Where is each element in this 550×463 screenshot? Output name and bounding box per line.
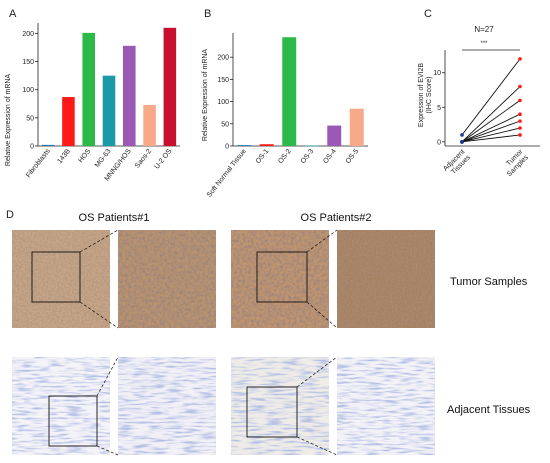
- chart-c-title: N=27: [474, 25, 494, 34]
- zoom-connector: [79, 229, 119, 253]
- zoom-box: [48, 395, 98, 447]
- chart-b-plot: 0 50 100 150 200 Soft Normal Tissue OS-1 OS-2 OS…: [206, 33, 368, 199]
- chart-b-bar: [237, 145, 252, 146]
- zoom-connector: [296, 356, 338, 388]
- zoom-box: [256, 251, 308, 303]
- zoom-connector: [296, 436, 338, 456]
- chart-c-plot: 0 5 10 AdjacentTissues TumorSamples: [433, 49, 540, 178]
- chart-c-point-tumor: [518, 133, 522, 137]
- chart-c-x-tick-label: TumorSamples: [500, 148, 530, 178]
- chart-c-pair-line: [461, 100, 521, 143]
- chart-a-x-tick-label: U-2 OS: [154, 148, 174, 171]
- paired-line-chart-ihc: 0 5 10 AdjacentTissues TumorSamples N=27 ***…: [418, 25, 540, 178]
- chart-a-bar: [102, 75, 116, 146]
- chart-a-ylabel: Relative Expression of mRNA: [5, 74, 12, 167]
- chart-a-bar: [122, 45, 136, 146]
- chart-c-pair-line: [461, 134, 521, 143]
- bar-chart-patient-tissues: 0 50 100 150 200 Soft Normal Tissue OS-1 OS-2 OS…: [202, 33, 368, 199]
- zoom-connector: [96, 445, 119, 456]
- chart-c-point-tumor: [518, 126, 522, 130]
- chart-b-ylabel: Relative Expression of mRNA: [202, 49, 209, 142]
- chart-b-bar: [327, 125, 342, 146]
- chart-b-bar: [304, 145, 319, 147]
- chart-a-bar: [163, 27, 177, 147]
- d-row-label-adjacent: Adjacent Tissues: [447, 404, 531, 416]
- zoom-connector: [79, 301, 119, 329]
- chart-a-bar: [62, 97, 75, 146]
- micrograph-p1-adjacent-zoom: [118, 357, 216, 455]
- panel-label-b: B: [204, 8, 211, 20]
- chart-c-point-adjacent: [460, 140, 464, 144]
- chart-c-x-tick-label: AdjacentTissues: [442, 148, 472, 178]
- chart-c-ylabel-line-2: (IHC Score): [426, 77, 433, 114]
- chart-b-y-tick-label: 100: [217, 99, 229, 106]
- micrograph-p1-tumor-zoom: [118, 230, 216, 328]
- micrograph-p1-adjacent-overview: [12, 357, 110, 455]
- chart-b-x-tick-label: Soft Normal Tissue: [206, 148, 248, 199]
- d-title-patient-2: OS Patients#2: [301, 212, 372, 224]
- chart-c-point-tumor: [518, 84, 522, 89]
- chart-c-point-adjacent: [460, 133, 464, 137]
- zoom-connector: [96, 356, 119, 397]
- chart-b-y-tick-label: 200: [217, 55, 229, 62]
- micrograph-p2-tumor-overview: [231, 230, 329, 328]
- chart-c-pair-line: [461, 86, 521, 143]
- chart-c-pair-line: [461, 113, 521, 143]
- chart-a-y-tick-label: 200: [22, 31, 34, 38]
- chart-a-x-tick-label: 143B: [56, 148, 72, 165]
- zoom-connector: [306, 301, 338, 329]
- chart-b-y-tick-label: 0: [225, 144, 229, 151]
- ihc-micrograph-panel: OS Patients#1 OS Patients#2 Tumor Sample…: [12, 212, 531, 456]
- d-row-label-tumor: Tumor Samples: [450, 276, 528, 288]
- panel-label-a: A: [9, 8, 17, 20]
- chart-b-y-tick-label: 50: [221, 121, 229, 128]
- chart-b-bar: [259, 144, 274, 146]
- chart-c-point-tumor: [518, 57, 522, 61]
- chart-c-y-tick-label: 5: [437, 105, 441, 112]
- chart-a-y-tick-label: 50: [26, 115, 34, 122]
- chart-a-x-tick-label: Fibroblasts: [25, 148, 52, 180]
- chart-b-bar: [349, 108, 364, 146]
- chart-c-y-tick-label: 0: [437, 139, 441, 146]
- chart-b-bar: [282, 37, 297, 146]
- chart-b-y-tick-label: 150: [217, 77, 229, 84]
- micrograph-p2-adjacent-overview: [231, 357, 329, 455]
- chart-a-y-tick-label: 150: [22, 59, 34, 66]
- chart-a-y-tick-label: 0: [30, 144, 34, 151]
- chart-c-pair-line: [461, 127, 521, 143]
- chart-c-pair-line: [461, 58, 521, 136]
- d-title-patient-1: OS Patients#1: [79, 212, 150, 224]
- chart-b-x-tick-label: OS-5: [345, 148, 361, 165]
- chart-c-y-tick-label: 10: [433, 70, 441, 77]
- chart-c-point-tumor: [518, 98, 522, 103]
- chart-c-point-tumor: [518, 119, 522, 123]
- chart-a-y-tick-label: 100: [22, 87, 34, 94]
- panel-label-d: D: [6, 209, 14, 221]
- panel-label-c: C: [424, 8, 432, 20]
- chart-b-x-tick-label: OS-1: [255, 148, 271, 165]
- chart-a-bar: [41, 144, 55, 146]
- chart-c-point-tumor: [518, 112, 522, 117]
- zoom-box: [31, 251, 81, 303]
- chart-b-x-tick-label: OS-2: [277, 148, 293, 165]
- chart-a-x-tick-label: MG-63: [94, 148, 113, 169]
- chart-c-significance: ***: [480, 41, 488, 47]
- chart-a-bar: [143, 104, 156, 146]
- chart-c-pair-line: [461, 120, 521, 143]
- micrograph-p2-adjacent-zoom: [337, 357, 435, 455]
- chart-a-x-tick-label: Saos-2: [134, 148, 153, 170]
- chart-a-bar: [82, 32, 96, 146]
- micrograph-p1-tumor-overview: [12, 230, 110, 328]
- chart-c-ylabel-line-1: Expression of EVI2B: [418, 63, 425, 128]
- zoom-box: [246, 386, 298, 438]
- chart-b-x-tick-label: OS-4: [322, 148, 338, 165]
- chart-b-x-tick-label: OS-3: [300, 148, 316, 165]
- micrograph-p2-tumor-zoom: [337, 230, 435, 328]
- zoom-connector: [306, 229, 338, 253]
- chart-a-x-tick-label: HOS: [77, 148, 92, 165]
